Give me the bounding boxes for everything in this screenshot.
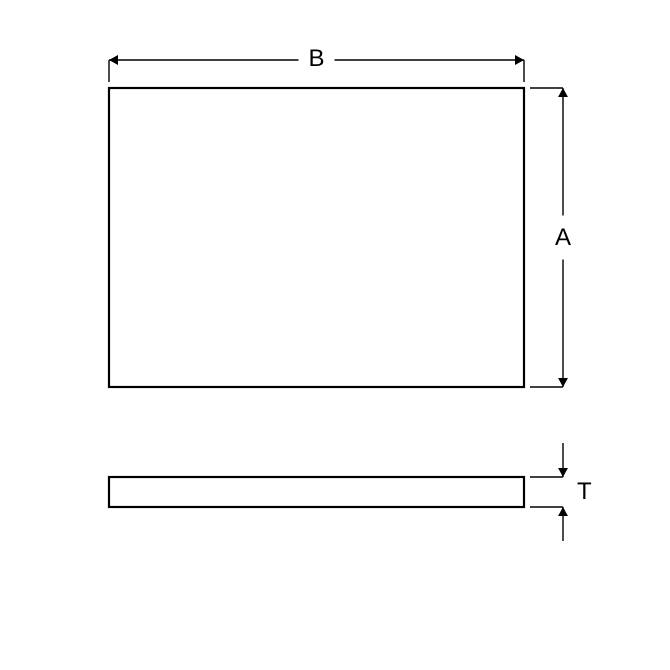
dimension-label-t: T — [577, 478, 592, 506]
dimension-label-a: A — [555, 224, 571, 252]
drawing-canvas: B A T — [0, 0, 670, 670]
side-view-rect — [109, 477, 524, 507]
dimension-label-b: B — [309, 45, 325, 73]
plan-view-rect — [109, 88, 524, 387]
diagram-svg — [0, 0, 670, 670]
